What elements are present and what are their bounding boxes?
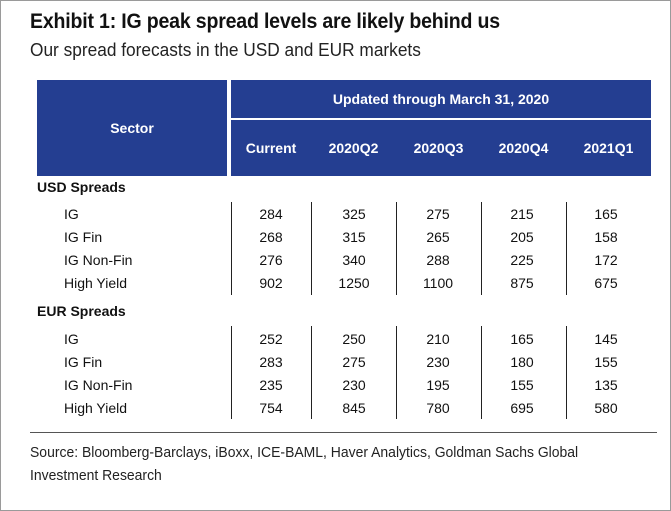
cell-value: 265 xyxy=(426,229,450,245)
column-divider xyxy=(481,326,482,419)
header-col-2020q4: 2020Q4 xyxy=(481,120,566,176)
cell-value: 283 xyxy=(259,354,283,370)
cell-value: 225 xyxy=(510,252,534,268)
cell-value: 252 xyxy=(259,331,283,347)
cell-value: 340 xyxy=(342,252,366,268)
row-label: IG Fin xyxy=(64,354,103,370)
row-label: High Yield xyxy=(64,400,128,416)
cell-value: 155 xyxy=(594,354,618,370)
cell-value: 135 xyxy=(594,377,618,393)
header-sector: Sector xyxy=(37,80,227,176)
cell-value: 1100 xyxy=(422,275,454,291)
cell-value: 780 xyxy=(426,400,450,416)
cell-value: 172 xyxy=(594,252,618,268)
cell-value: 165 xyxy=(594,206,618,222)
cell-value: 195 xyxy=(426,377,450,393)
header-updated: Updated through March 31, 2020 xyxy=(231,80,651,118)
column-divider xyxy=(566,326,567,419)
column-divider xyxy=(481,202,482,295)
cell-value: 250 xyxy=(342,331,366,347)
cell-value: 180 xyxy=(510,354,534,370)
row-label: High Yield xyxy=(64,275,128,291)
header-col-2021q1: 2021Q1 xyxy=(566,120,651,176)
cell-value: 268 xyxy=(259,229,283,245)
cell-value: 845 xyxy=(342,400,366,416)
column-divider xyxy=(231,326,232,419)
cell-value: 754 xyxy=(259,400,283,416)
source-note: Source: Bloomberg-Barclays, iBoxx, ICE-B… xyxy=(30,444,579,484)
cell-value: 205 xyxy=(510,229,534,245)
cell-value: 165 xyxy=(510,331,534,347)
column-divider xyxy=(396,202,397,295)
cell-value: 215 xyxy=(510,206,534,222)
header-separator xyxy=(231,118,651,120)
row-label: IG Non-Fin xyxy=(64,377,133,393)
column-divider xyxy=(231,202,232,295)
cell-value: 158 xyxy=(594,229,618,245)
exhibit-subtitle: Our spread forecasts in the USD and EUR … xyxy=(30,40,421,60)
cell-value: 276 xyxy=(259,252,283,268)
cell-value: 235 xyxy=(259,377,283,393)
row-label: IG Non-Fin xyxy=(64,252,133,268)
row-label: IG Fin xyxy=(64,229,103,245)
column-divider xyxy=(311,326,312,419)
column-divider xyxy=(566,202,567,295)
footer-divider xyxy=(30,432,657,433)
cell-value: 284 xyxy=(259,206,283,222)
cell-value: 325 xyxy=(342,206,366,222)
column-divider xyxy=(396,326,397,419)
header-col-current: Current xyxy=(231,120,311,176)
row-label: IG xyxy=(64,206,79,222)
cell-value: 210 xyxy=(426,331,450,347)
cell-value: 275 xyxy=(426,206,450,222)
header-col-2020q2: 2020Q2 xyxy=(311,120,396,176)
cell-value: 675 xyxy=(594,275,618,291)
section-eur-spreads: EUR Spreads xyxy=(37,303,126,319)
cell-value: 230 xyxy=(426,354,450,370)
exhibit-title: Exhibit 1: IG peak spread levels are lik… xyxy=(30,10,500,33)
cell-value: 145 xyxy=(594,331,618,347)
header-col-2020q3: 2020Q3 xyxy=(396,120,481,176)
section-usd-spreads: USD Spreads xyxy=(37,179,126,195)
cell-value: 580 xyxy=(594,400,618,416)
cell-value: 155 xyxy=(510,377,534,393)
cell-value: 1250 xyxy=(338,275,370,291)
cell-value: 902 xyxy=(259,275,283,291)
column-divider xyxy=(311,202,312,295)
cell-value: 288 xyxy=(426,252,450,268)
cell-value: 695 xyxy=(510,400,534,416)
cell-value: 875 xyxy=(510,275,534,291)
cell-value: 230 xyxy=(342,377,366,393)
row-label: IG xyxy=(64,331,79,347)
cell-value: 315 xyxy=(342,229,366,245)
cell-value: 275 xyxy=(342,354,366,370)
